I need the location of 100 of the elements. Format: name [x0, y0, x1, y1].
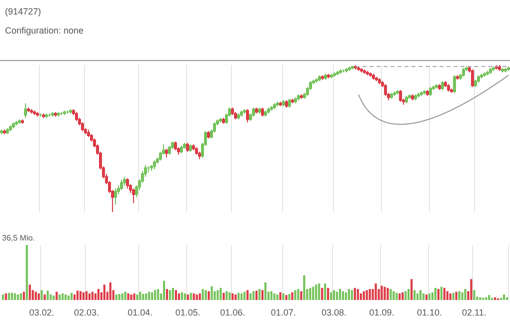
bar: [261, 290, 264, 300]
candlestick: [399, 89, 402, 102]
bar: [318, 284, 320, 300]
bar: [240, 293, 243, 300]
bar: [85, 291, 88, 300]
bar: [362, 291, 365, 300]
bar: [502, 294, 506, 300]
bar: [356, 289, 359, 300]
candlestick: [279, 101, 282, 107]
candlestick: [384, 84, 387, 96]
candlestick: [192, 144, 195, 151]
bar: [350, 290, 353, 300]
candlestick: [462, 67, 465, 78]
candlestick: [183, 142, 186, 150]
candlestick: [261, 107, 264, 117]
candlestick: [126, 178, 129, 189]
candlestick: [366, 70, 369, 76]
bar: [74, 294, 76, 300]
candlestick: [486, 70, 489, 76]
bar: [315, 284, 318, 300]
bar: [338, 289, 342, 300]
bar: [52, 296, 55, 300]
bar: [449, 293, 452, 300]
candlestick: [87, 129, 90, 138]
candlestick: [240, 110, 243, 117]
candlestick: [285, 100, 288, 108]
candlestick: [0, 129, 3, 135]
x-tick-label: 02.11.: [462, 308, 486, 318]
bar: [26, 245, 28, 300]
bar: [232, 293, 234, 300]
bar: [58, 294, 61, 300]
bar: [192, 293, 195, 300]
candlestick: [237, 113, 240, 120]
candlestick: [75, 112, 78, 122]
candlestick: [33, 110, 36, 116]
candlestick: [348, 66, 351, 72]
candlestick: [30, 108, 33, 114]
candlestick: [6, 128, 9, 135]
candlestick: [498, 64, 501, 72]
candlestick: [369, 72, 372, 78]
bar: [291, 292, 294, 300]
bar: [452, 292, 454, 300]
bar: [198, 293, 201, 300]
candlestick: [420, 90, 423, 96]
bar: [103, 284, 106, 300]
bar: [64, 294, 67, 300]
bar: [285, 295, 288, 300]
bar: [180, 292, 183, 300]
candlestick: [336, 70, 339, 76]
candlestick: [300, 94, 303, 100]
candlestick: [150, 164, 153, 172]
bar: [380, 286, 383, 300]
bar: [56, 292, 58, 300]
x-tick-label: 03.02.: [29, 308, 54, 318]
bar: [330, 292, 332, 300]
bar: [145, 293, 148, 300]
bar: [4, 293, 8, 300]
bar: [270, 291, 272, 300]
bar: [162, 280, 166, 300]
candlestick: [186, 142, 189, 152]
candlestick: [153, 160, 156, 170]
bar: [154, 290, 156, 300]
bar: [300, 291, 302, 300]
candlestick: [354, 64, 357, 70]
candlestick: [168, 145, 171, 156]
x-tick-label: 01.06.: [220, 308, 246, 318]
candlestick: [54, 112, 57, 117]
bar: [142, 294, 144, 300]
bar: [97, 289, 100, 300]
candlestick: [267, 107, 270, 114]
bar: [473, 290, 476, 300]
bar: [38, 293, 40, 300]
candlestick: [114, 188, 117, 206]
candlestick: [375, 76, 378, 82]
bar: [294, 290, 296, 300]
bar: [324, 284, 326, 300]
bar: [428, 293, 431, 300]
candlestick: [132, 188, 135, 204]
candlestick: [492, 66, 495, 72]
bar: [422, 293, 425, 300]
bar: [464, 289, 466, 300]
candlestick: [426, 89, 429, 96]
bar: [50, 294, 52, 300]
candlestick: [471, 68, 474, 88]
bar: [109, 282, 112, 300]
candlestick: [489, 67, 492, 74]
chart-title: (914727): [5, 6, 42, 16]
bar: [210, 286, 213, 300]
candlestick: [18, 118, 21, 124]
bar: [273, 293, 276, 300]
candlestick: [27, 107, 30, 113]
candlestick: [282, 100, 285, 107]
bar: [133, 293, 136, 300]
candlestick: [123, 176, 126, 186]
bar: [91, 292, 94, 300]
bar: [186, 294, 189, 300]
bar: [276, 294, 278, 300]
candlestick: [252, 107, 255, 117]
candlestick: [291, 98, 294, 104]
candlestick: [330, 73, 333, 79]
